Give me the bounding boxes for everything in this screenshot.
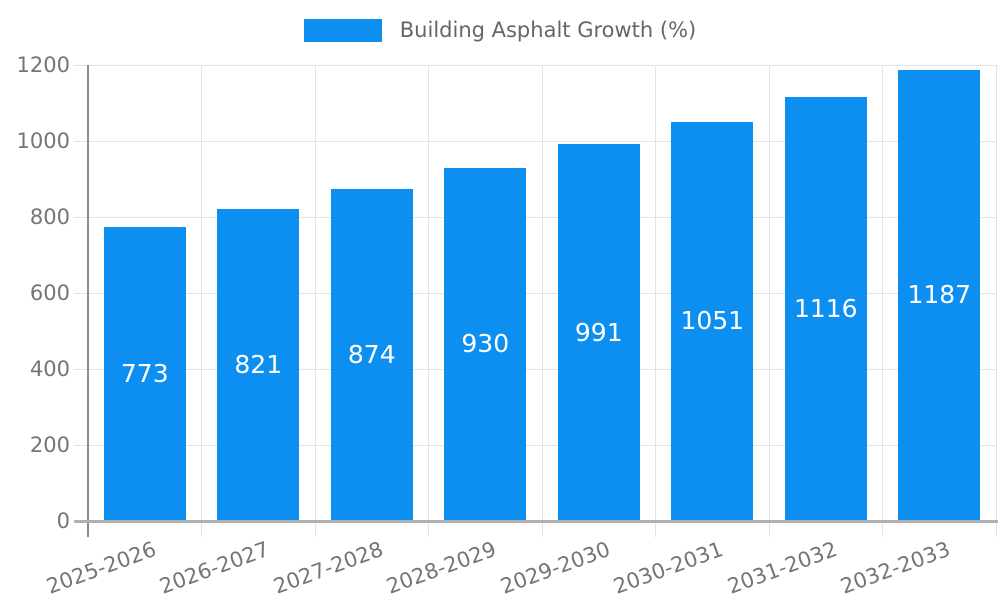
bar: 773 <box>103 227 186 521</box>
bar: 991 <box>557 144 640 521</box>
legend-swatch <box>303 18 382 42</box>
y-axis-tick-label: 400 <box>29 357 70 381</box>
y-axis-tick-label: 1200 <box>16 53 70 77</box>
bar-value-label: 821 <box>234 350 283 379</box>
bar: 874 <box>330 188 413 521</box>
x-gridline <box>541 65 543 537</box>
bar-value-label: 991 <box>574 317 623 347</box>
y-axis-tick-label: 0 <box>56 509 70 533</box>
x-gridline <box>882 65 883 537</box>
x-gridline <box>201 65 202 537</box>
y-axis-tick-label: 200 <box>29 433 70 457</box>
x-gridline <box>428 65 429 537</box>
y-axis-tick-label: 600 <box>29 281 70 305</box>
bar-value-label: 930 <box>461 329 510 359</box>
bar-value-label: 1187 <box>907 280 972 310</box>
bar: 821 <box>217 209 300 521</box>
bar: 1116 <box>784 96 867 521</box>
y-gridline <box>74 64 996 66</box>
bar-value-label: 773 <box>120 359 169 389</box>
x-gridline <box>995 65 997 537</box>
bar-value-label: 874 <box>347 339 396 369</box>
x-gridline <box>768 65 770 537</box>
y-gridline <box>74 292 996 294</box>
bar: 1051 <box>671 121 754 521</box>
y-axis-tick-label: 1000 <box>16 129 70 153</box>
y-gridline <box>74 216 996 218</box>
x-gridline <box>655 65 656 537</box>
y-gridline <box>74 444 996 446</box>
bar-value-label: 1051 <box>680 306 745 336</box>
x-axis-line <box>74 520 998 523</box>
bar: 1187 <box>898 69 981 521</box>
y-gridline <box>74 140 996 142</box>
legend: Building Asphalt Growth (%) <box>0 18 1000 42</box>
bar: 930 <box>444 167 527 521</box>
legend-label: Building Asphalt Growth (%) <box>399 18 697 42</box>
y-gridline <box>74 368 996 370</box>
x-gridline <box>314 65 316 537</box>
bar-value-label: 1116 <box>793 293 858 323</box>
y-axis-line <box>87 65 89 537</box>
y-axis-tick-label: 800 <box>29 205 70 229</box>
